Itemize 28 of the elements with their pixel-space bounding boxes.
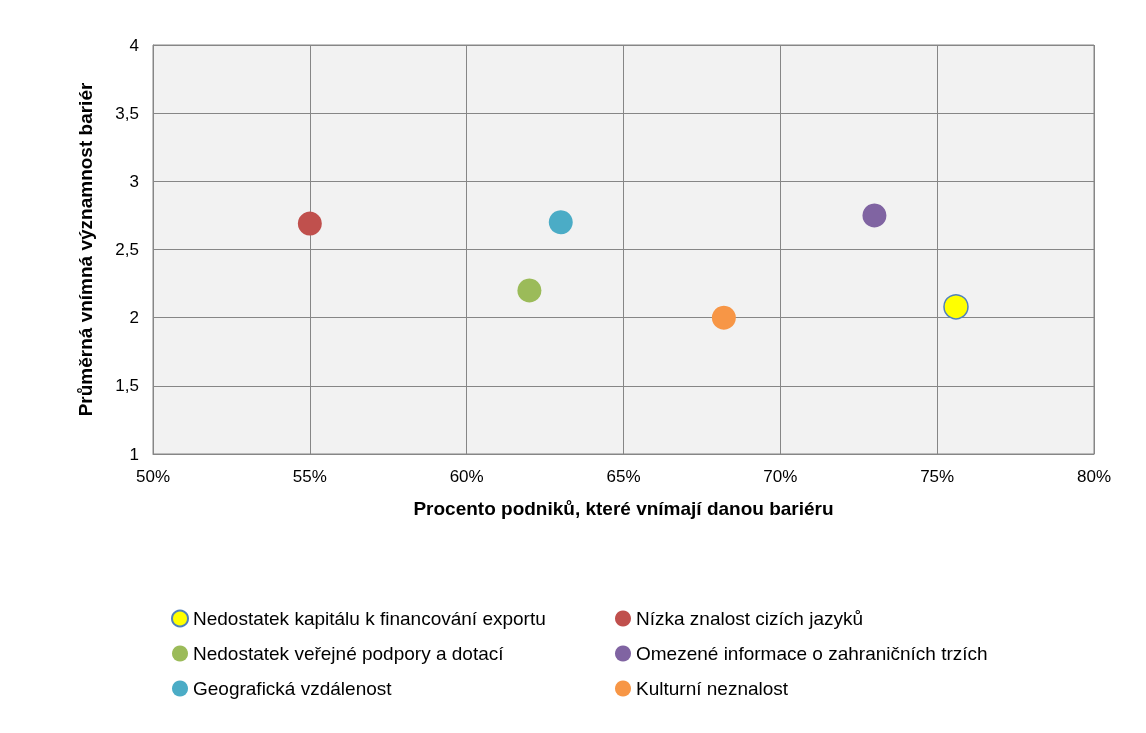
x-tick-label: 55% bbox=[292, 467, 327, 486]
point bbox=[517, 278, 542, 303]
point bbox=[548, 210, 573, 235]
legend-label: Geografická vzdálenost bbox=[193, 678, 393, 699]
x-tick-label: 60% bbox=[449, 467, 484, 486]
x-tick-label: 70% bbox=[763, 467, 798, 486]
legend-label: Nízka znalost cizích jazyků bbox=[636, 608, 864, 629]
x-tick-label: 80% bbox=[1076, 467, 1112, 486]
y-tick-label: 3,5 bbox=[115, 103, 139, 123]
x-tick-label: 65% bbox=[606, 467, 641, 486]
x-tick-label: 50% bbox=[135, 467, 171, 486]
legend-label: Kulturní neznalost bbox=[636, 678, 789, 699]
point bbox=[862, 203, 887, 228]
point bbox=[943, 294, 969, 320]
y-tick-label: 1 bbox=[129, 444, 139, 464]
legend-label: Nedostatek kapitálu k financování exportu bbox=[193, 608, 546, 629]
x-axis-title: Procento podniků, které vnímají danou bariéru bbox=[413, 498, 834, 519]
y-tick-label: 2,5 bbox=[115, 240, 139, 259]
legend-label: Omezené informace o zahraničních trzích bbox=[636, 643, 988, 664]
y-tick-label: 1,5 bbox=[115, 376, 139, 396]
point bbox=[711, 305, 736, 330]
legend-label: Nedostatek veřejné podpory a dotací bbox=[193, 643, 505, 664]
x-tick-label: 75% bbox=[920, 467, 955, 486]
point bbox=[297, 211, 322, 236]
y-tick-label: 4 bbox=[129, 35, 139, 55]
y-tick-label: 3 bbox=[129, 171, 139, 191]
y-tick-label: 2 bbox=[129, 308, 139, 328]
y-axis-title: Průměrná vnímná významnost bariér bbox=[75, 82, 96, 417]
